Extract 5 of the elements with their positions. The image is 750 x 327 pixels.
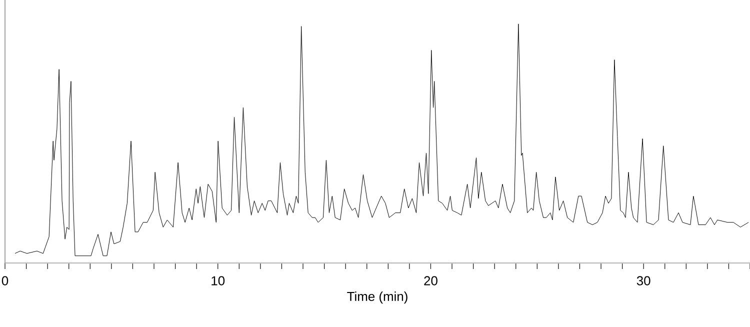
- x-tick-label: 30: [636, 276, 650, 286]
- x-tick-label: 0: [2, 276, 8, 286]
- x-tick-label: 10: [212, 276, 225, 286]
- x-tick-label: 20: [424, 276, 438, 286]
- x-axis-title: Time (min): [347, 292, 408, 304]
